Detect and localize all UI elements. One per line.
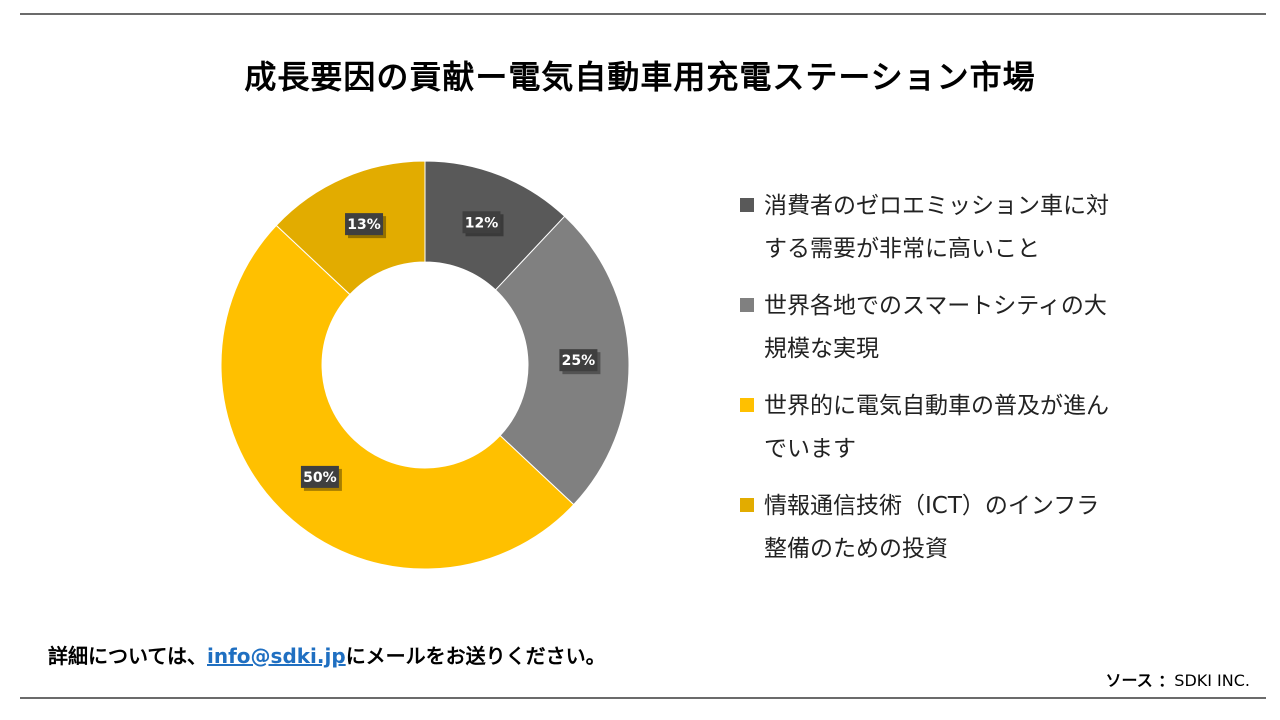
email-link[interactable]: info@sdki.jp <box>207 644 346 668</box>
legend-label-line2: する需要が非常に高いこと <box>764 236 1040 262</box>
data-label: 50% <box>300 465 342 491</box>
legend-swatch <box>740 498 754 512</box>
chart-legend: 消費者のゼロエミッション車に対 する需要が非常に高いこと 世界各地でのスマートシ… <box>740 185 1180 585</box>
top-rule <box>20 13 1266 15</box>
data-label: 12% <box>462 211 504 237</box>
data-label: 13% <box>345 213 387 239</box>
data-label-text: 25% <box>562 353 596 369</box>
legend-label-line1: 情報通信技術（ICT）のインフラ <box>764 493 1100 519</box>
data-label: 25% <box>559 349 601 375</box>
legend-item: 世界各地でのスマートシティの大 規模な実現 <box>740 285 1180 371</box>
legend-item: 消費者のゼロエミッション車に対 する需要が非常に高いこと <box>740 185 1180 271</box>
legend-label-line1: 消費者のゼロエミッション車に対 <box>764 193 1109 219</box>
data-label-text: 12% <box>465 215 499 231</box>
bottom-rule <box>20 697 1266 699</box>
legend-item: 情報通信技術（ICT）のインフラ 整備のための投資 <box>740 485 1180 571</box>
legend-swatch <box>740 398 754 412</box>
contact-prefix: 詳細については、 <box>48 644 207 668</box>
legend-label-line2: 整備のための投資 <box>764 536 948 562</box>
legend-label-line2: 規模な実現 <box>764 336 879 362</box>
chart-title: 成長要因の貢献ー電気自動車用充電ステーション市場 <box>244 58 1036 96</box>
data-label-text: 13% <box>347 217 381 233</box>
legend-item: 世界的に電気自動車の普及が進ん でいます <box>740 385 1180 471</box>
legend-swatch <box>740 298 754 312</box>
source-note: ソース ：SDKI INC. <box>1106 667 1251 691</box>
legend-label-line1: 世界各地でのスマートシティの大 <box>764 293 1107 319</box>
legend-swatch <box>740 198 754 212</box>
legend-label-line2: でいます <box>764 436 856 462</box>
legend-label-line1: 世界的に電気自動車の普及が進ん <box>764 393 1109 419</box>
contact-note: 詳細については、info@sdki.jpにメールをお送りください。 <box>48 640 606 669</box>
data-label-text: 50% <box>303 470 337 486</box>
source-label: ソース ： <box>1105 671 1175 690</box>
source-value: SDKI INC. <box>1174 671 1250 690</box>
contact-suffix: にメールをお送りください。 <box>345 644 606 668</box>
